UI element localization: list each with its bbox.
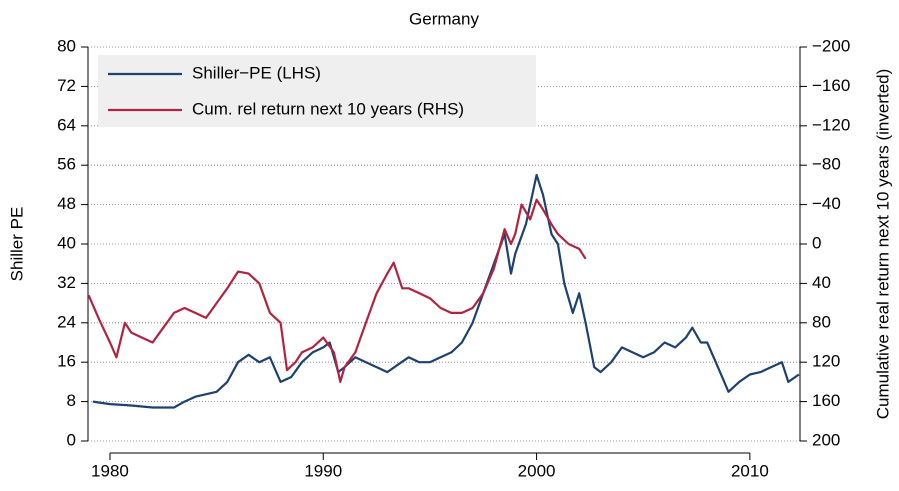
legend-label: Cum. rel return next 10 years (RHS)	[192, 99, 464, 118]
y-tick-label: 0	[67, 430, 76, 449]
series-line	[92, 173, 800, 409]
y-tick-label: 24	[57, 312, 76, 331]
y-tick-label: 56	[57, 155, 76, 174]
series-line	[87, 198, 587, 383]
y2-tick-label: 0	[812, 233, 821, 252]
x-tick-label: 2010	[731, 461, 769, 480]
y-axis-label: Shiller PE	[7, 207, 26, 282]
y-tick-label: 64	[57, 115, 76, 134]
y-tick-label: 72	[57, 76, 76, 95]
legend-label: Shiller−PE (LHS)	[192, 63, 321, 82]
y-tick-label: 32	[57, 273, 76, 292]
x-tick-label: 2000	[518, 461, 556, 480]
y2-tick-label: −80	[812, 155, 841, 174]
y2-tick-label: 160	[812, 391, 840, 410]
y2-tick-label: −160	[812, 76, 850, 95]
y2-tick-label: 80	[812, 312, 831, 331]
y2-tick-label: −120	[812, 115, 850, 134]
y2-tick-label: 200	[812, 430, 840, 449]
y2-tick-label: 40	[812, 273, 831, 292]
y-tick-label: 16	[57, 352, 76, 371]
x-tick-label: 1990	[304, 461, 342, 480]
y-tick-label: 8	[67, 391, 76, 410]
chart-title: Germany	[409, 9, 479, 28]
legend-box	[98, 55, 536, 127]
y2-tick-label: −40	[812, 194, 841, 213]
y2-axis-label: Cumulative real return next 10 years (in…	[873, 69, 892, 420]
y-tick-label: 40	[57, 233, 76, 252]
y-tick-label: 80	[57, 36, 76, 55]
y2-tick-label: −200	[812, 36, 850, 55]
y-tick-label: 48	[57, 194, 76, 213]
x-tick-label: 1980	[91, 461, 129, 480]
y2-tick-label: 120	[812, 352, 840, 371]
